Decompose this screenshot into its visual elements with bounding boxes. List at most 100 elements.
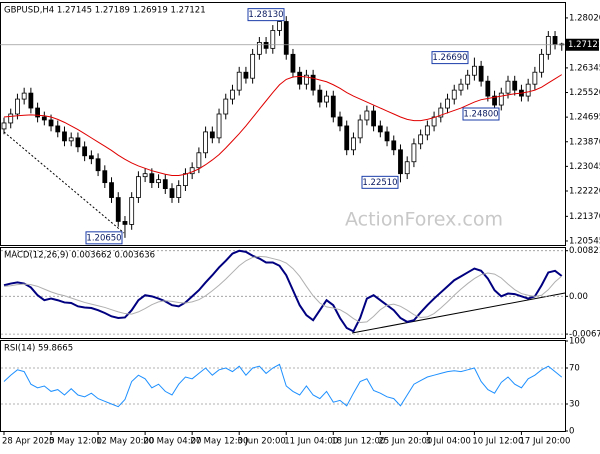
y-tick-label: 0 xyxy=(569,427,574,437)
y-tick-label: 100 xyxy=(569,337,585,347)
candle-body xyxy=(142,173,148,178)
macd-panel-title: MACD(12,26,9) 0.003662 0.003636 xyxy=(4,251,155,261)
candle-body xyxy=(471,65,477,76)
y-tick-label: 1.22220 xyxy=(569,186,600,196)
x-tick-label: 18 Jun 12:00 xyxy=(331,437,385,447)
candle-body xyxy=(250,53,256,79)
candle-body xyxy=(371,110,377,127)
price-panel-frame xyxy=(0,2,566,246)
candle-body xyxy=(88,155,94,160)
x-tick-label: 20 May 04:00 xyxy=(143,437,201,447)
candle-body xyxy=(95,158,101,172)
indicator-line xyxy=(3,249,563,333)
candle-body xyxy=(424,125,430,136)
y-tick-label: 1.28020 xyxy=(569,13,600,23)
candle-body xyxy=(391,140,397,151)
candle-body xyxy=(438,107,444,118)
candle-body xyxy=(465,74,471,85)
candle-body xyxy=(203,131,209,154)
price-annotation-box xyxy=(462,107,500,121)
candle-body xyxy=(458,83,464,91)
candle-body xyxy=(162,179,168,190)
candle-body xyxy=(297,71,303,85)
candle-body xyxy=(330,95,336,118)
macd-panel-frame xyxy=(0,247,566,339)
x-tick-label: 12 May 20:00 xyxy=(96,437,154,447)
candle-body xyxy=(35,107,40,118)
candle-body xyxy=(55,125,61,133)
candle-body xyxy=(48,119,54,127)
x-tick-label: 10 Jul 12:00 xyxy=(472,437,523,447)
x-tick-label: 28 Apr 2020 xyxy=(2,437,55,447)
candle-body xyxy=(176,185,182,198)
candle-body xyxy=(324,95,329,103)
candle-body xyxy=(485,80,491,97)
candle-body xyxy=(102,170,108,184)
y-tick-label: 0.00 xyxy=(569,292,588,302)
y-tick-label: 30 xyxy=(569,400,580,410)
price-annotation-box xyxy=(85,231,123,245)
candle-body xyxy=(498,92,504,106)
candle-body xyxy=(525,83,531,97)
candle-body xyxy=(418,134,424,145)
candle-body xyxy=(236,71,242,91)
y-tick-label: 1.23870 xyxy=(569,137,600,147)
price-panel-title: GBPUSD,H4 1.27145 1.27189 1.26919 1.2712… xyxy=(4,6,206,16)
candle-body xyxy=(223,98,229,115)
candle-body xyxy=(263,41,269,49)
candle-body xyxy=(451,89,457,100)
y-tick-label: 1.20545 xyxy=(569,236,600,246)
candle-body xyxy=(156,179,161,184)
candle-body xyxy=(492,95,497,106)
candle-body xyxy=(431,116,437,127)
candle-body xyxy=(364,110,370,121)
candle-body xyxy=(68,137,74,142)
y-tick-label: 1.23045 xyxy=(569,162,600,172)
candle-body xyxy=(1,122,7,130)
candle-body xyxy=(337,116,343,127)
candle-body xyxy=(149,173,155,184)
moving-average xyxy=(3,74,563,176)
last-price-box xyxy=(566,38,599,51)
price-annotation: 1.24800 xyxy=(463,110,498,120)
rsi-panel-title: RSI(14) 59.8665 xyxy=(4,344,73,354)
candle-body xyxy=(532,71,538,85)
x-tick-label: 25 Jun 20:00 xyxy=(378,437,432,447)
candle-body xyxy=(75,137,81,148)
candle-body xyxy=(404,161,410,175)
candle-body xyxy=(82,146,88,157)
x-tick-label: 17 Jul 20:00 xyxy=(519,437,570,447)
candle-body xyxy=(411,143,417,163)
y-tick-label: 0.008213 xyxy=(569,246,600,256)
candle-body xyxy=(28,92,34,109)
candle-body xyxy=(398,149,403,175)
y-tick-label: 1.24695 xyxy=(569,113,600,123)
candle-body xyxy=(8,113,14,124)
y-tick-label: -0.006796 xyxy=(569,330,600,340)
candle-body xyxy=(109,182,114,198)
macd-trend-line xyxy=(351,292,566,334)
price-annotation-box xyxy=(361,175,399,189)
candle-body xyxy=(384,131,390,142)
price-annotation: 1.26690 xyxy=(432,53,467,63)
candle-body xyxy=(505,80,511,94)
candle-body xyxy=(122,221,128,225)
candle-body xyxy=(357,119,363,139)
x-tick-label: 3 Jun 20:00 xyxy=(237,437,286,447)
candle-body xyxy=(115,197,121,222)
x-tick-label: 5 May 12:00 xyxy=(49,437,102,447)
candle-body xyxy=(478,65,484,82)
candle-body xyxy=(196,152,202,169)
candle-body xyxy=(512,80,518,91)
candle-body xyxy=(552,36,558,45)
candle-body xyxy=(545,36,551,55)
candle-body xyxy=(283,21,289,55)
candle-body xyxy=(21,92,27,100)
watermark: ActionForex.com xyxy=(345,209,503,231)
candle-body xyxy=(303,74,309,85)
x-tick-label: 11 Jun 04:00 xyxy=(284,437,338,447)
candle-body xyxy=(230,89,235,100)
candle-body xyxy=(270,30,276,49)
candle-body xyxy=(216,113,222,139)
candle-body xyxy=(243,71,249,79)
